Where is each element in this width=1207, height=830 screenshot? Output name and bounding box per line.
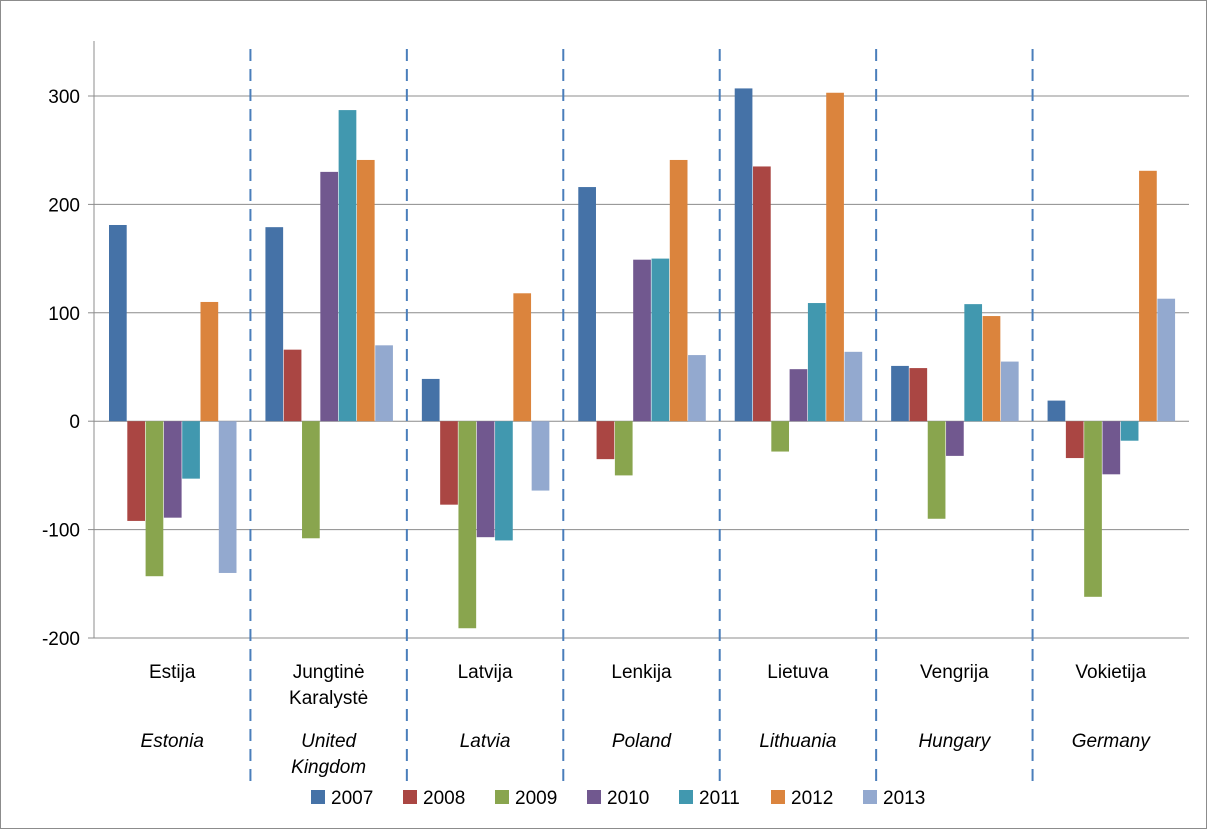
x-category-label-english: Germany xyxy=(1072,731,1152,752)
bar-2011-hungary xyxy=(964,304,983,422)
bar-2012-estonia xyxy=(200,301,219,422)
bar-2007-estonia xyxy=(109,224,127,422)
legend-label: 2013 xyxy=(883,788,925,809)
bar-2008-united-kingdom xyxy=(283,349,302,422)
x-category-label: Vokietija xyxy=(1075,662,1146,683)
legend-swatch xyxy=(863,790,877,804)
legend-swatch xyxy=(679,790,693,804)
bar-2008-hungary xyxy=(909,368,928,422)
legend-label: 2009 xyxy=(515,788,557,809)
bars xyxy=(109,88,1176,629)
bar-2009-germany xyxy=(1084,421,1102,597)
bar-2007-germany xyxy=(1047,400,1066,422)
bar-2007-latvia xyxy=(421,378,440,422)
y-tick-label: -100 xyxy=(42,521,80,542)
bar-2013-lithuania xyxy=(844,351,863,422)
bar-2010-poland xyxy=(633,259,651,422)
bar-2010-hungary xyxy=(946,421,964,456)
y-tick-label: 300 xyxy=(48,87,80,108)
legend-swatch xyxy=(495,790,509,804)
x-category-label: Estija xyxy=(149,662,196,683)
y-tick-label: 200 xyxy=(48,195,80,216)
bar-2010-latvia xyxy=(476,421,495,538)
bar-2009-estonia xyxy=(145,421,164,577)
x-category-label-english: Estonia xyxy=(141,731,204,752)
x-category-label: Lenkija xyxy=(611,662,672,683)
bar-2007-united-kingdom xyxy=(265,227,284,422)
bar-2009-poland xyxy=(614,421,633,476)
x-category-label-english: Latvia xyxy=(460,731,511,752)
y-tick-label: 100 xyxy=(48,304,80,325)
bar-2013-germany xyxy=(1157,298,1176,422)
x-category-label-english: Hungary xyxy=(918,731,991,752)
bar-2013-united-kingdom xyxy=(375,345,393,422)
bar-2012-hungary xyxy=(982,316,1001,422)
bar-2008-germany xyxy=(1065,421,1084,459)
bar-2011-united-kingdom xyxy=(338,110,357,422)
bar-2010-united-kingdom xyxy=(320,171,339,422)
bar-2008-latvia xyxy=(440,421,458,505)
legend-label: 2012 xyxy=(791,788,833,809)
bar-2011-poland xyxy=(651,258,670,422)
x-axis-category-labels: Estija Estonia Jungtinė Karalystė United King… xyxy=(141,662,1152,778)
bar-2007-hungary xyxy=(891,365,909,422)
x-category-label: Lietuva xyxy=(767,662,829,683)
legend-label: 2011 xyxy=(699,788,740,809)
legend-swatch xyxy=(587,790,601,804)
bar-2009-lithuania xyxy=(771,421,790,452)
bar-2012-germany xyxy=(1139,170,1157,422)
bar-2010-estonia xyxy=(163,421,182,518)
legend: 2007 2008 2009 2010 2011 2012 2013 xyxy=(311,788,925,809)
bar-2012-poland xyxy=(669,159,688,422)
bar-2010-germany xyxy=(1102,421,1121,475)
bar-2007-poland xyxy=(578,187,596,422)
bar-2012-united-kingdom xyxy=(356,159,375,422)
bar-2011-estonia xyxy=(182,421,200,479)
x-category-label-english: Lithuania xyxy=(759,731,836,752)
legend-label: 2008 xyxy=(423,788,465,809)
x-category-label-english: Poland xyxy=(612,731,673,752)
bar-2012-latvia xyxy=(513,293,532,422)
bar-2009-united-kingdom xyxy=(302,421,320,539)
bar-2008-lithuania xyxy=(753,166,771,422)
bar-2013-poland xyxy=(688,355,706,422)
bar-2013-hungary xyxy=(1000,361,1019,422)
legend-swatch xyxy=(403,790,417,804)
bar-2012-lithuania xyxy=(826,92,844,422)
bar-2009-latvia xyxy=(458,421,477,629)
legend-swatch xyxy=(771,790,785,804)
x-category-label: Jungtinė Karalystė xyxy=(289,662,368,709)
bar-2011-latvia xyxy=(495,421,513,541)
bar-2009-hungary xyxy=(927,421,946,519)
y-axis-tick-labels: -200 -100 0 100 200 300 xyxy=(42,87,80,650)
category-separators xyxy=(249,49,1034,781)
bar-2010-lithuania xyxy=(789,369,808,422)
x-category-label: Vengrija xyxy=(920,662,989,683)
y-tick-label: -200 xyxy=(42,629,80,650)
legend-swatch xyxy=(311,790,325,804)
axes xyxy=(88,41,95,639)
legend-label: 2010 xyxy=(607,788,649,809)
y-tick-label: 0 xyxy=(69,412,80,433)
bar-2013-latvia xyxy=(531,421,550,491)
legend-label: 2007 xyxy=(331,788,373,809)
bar-2011-lithuania xyxy=(807,303,826,422)
x-category-label-english: United Kingdom xyxy=(291,731,366,778)
bar-2011-germany xyxy=(1120,421,1139,441)
x-category-label: Latvija xyxy=(458,662,513,683)
bar-2007-lithuania xyxy=(734,88,753,422)
bar-2008-poland xyxy=(596,421,615,460)
bar-2008-estonia xyxy=(127,421,145,521)
bar-2013-estonia xyxy=(218,421,237,573)
